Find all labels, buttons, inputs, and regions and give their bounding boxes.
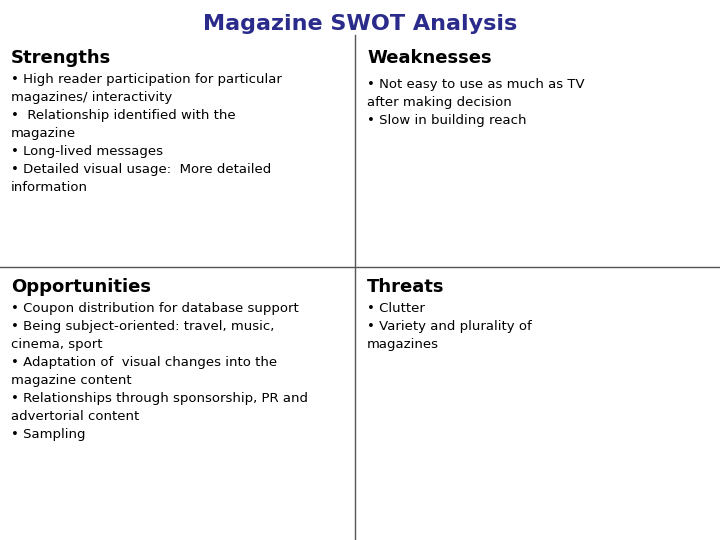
Text: Opportunities: Opportunities: [11, 278, 150, 296]
Text: Magazine SWOT Analysis: Magazine SWOT Analysis: [203, 14, 517, 33]
Text: Weaknesses: Weaknesses: [367, 49, 492, 66]
Text: Threats: Threats: [367, 278, 445, 296]
Text: Strengths: Strengths: [11, 49, 111, 66]
Text: • High reader participation for particular
magazines/ interactivity
•  Relations: • High reader participation for particul…: [11, 73, 282, 194]
Text: • Clutter
• Variety and plurality of
magazines: • Clutter • Variety and plurality of mag…: [367, 302, 532, 352]
Text: • Not easy to use as much as TV
after making decision
• Slow in building reach: • Not easy to use as much as TV after ma…: [367, 78, 585, 127]
Text: • Coupon distribution for database support
• Being subject-oriented: travel, mus: • Coupon distribution for database suppo…: [11, 302, 308, 441]
